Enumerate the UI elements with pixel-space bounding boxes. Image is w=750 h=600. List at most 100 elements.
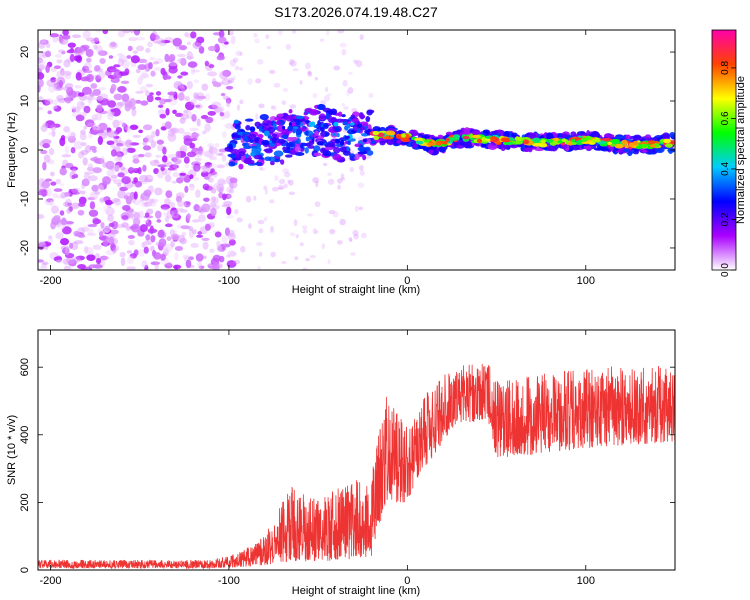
spectrogram-cell [83, 173, 91, 180]
spectrogram-cell [332, 132, 337, 137]
spectrogram-cell [126, 266, 136, 270]
spectrogram-cell [61, 154, 72, 158]
spectrogram-cell [327, 93, 332, 97]
spectrogram-cell [55, 232, 64, 240]
spectrogram-cell [180, 71, 189, 76]
spectrogram-cell [140, 100, 149, 106]
spectrogram-cell [95, 30, 103, 33]
spectrogram-cell [221, 154, 227, 162]
spectrogram-cell [172, 171, 180, 178]
spectrogram-cell [190, 67, 196, 75]
spectrogram-cell [40, 124, 48, 132]
spectrogram-cell [219, 70, 229, 80]
spectrogram-cell [177, 75, 183, 79]
spectrogram-cell [248, 223, 252, 229]
spectrogram-cell [51, 105, 58, 109]
spectrogram-cell [45, 64, 50, 73]
spectrogram-cell [73, 55, 82, 62]
spectrogram-cell [207, 173, 213, 177]
spectrogram-cell [257, 265, 261, 270]
spectrogram-cell [110, 149, 117, 157]
spectrogram-cell [121, 59, 130, 69]
spectrogram-cell [263, 185, 268, 191]
spectrogram-cell [90, 83, 98, 89]
spectrogram-cell [56, 94, 64, 102]
spectrogram-cell [359, 169, 365, 176]
spectrogram-cell [184, 101, 195, 111]
spectrogram-cell [577, 139, 583, 144]
spectrogram-cell [181, 85, 186, 93]
spectrogram-cell [214, 152, 222, 157]
spectrogram-cell [51, 130, 56, 137]
spectrogram-cell [314, 230, 319, 234]
spectrogram-cell [292, 128, 296, 134]
spectrogram-cell [87, 228, 94, 235]
spectrogram-cell [103, 204, 110, 213]
spectrogram-cell [302, 267, 308, 270]
spectrogram-cell [200, 167, 208, 173]
spectrogram-cell [342, 121, 349, 126]
spectrogram-cell [142, 241, 152, 246]
spectrogram-cell [89, 129, 100, 135]
spectrogram-cell [278, 184, 285, 190]
spectrogram-cell [44, 98, 54, 105]
spectrogram-cell [193, 163, 201, 172]
spectrogram-cell [143, 219, 149, 224]
spectrogram-cell [103, 225, 111, 233]
spectrogram-cell [249, 126, 255, 131]
spectrogram-cell [212, 262, 220, 270]
spectrogram-cell [227, 79, 233, 84]
spectrogram-marks [38, 30, 675, 270]
spectrogram-cell [228, 143, 233, 150]
spectrogram-cell [225, 85, 234, 90]
spectrogram-cell [239, 99, 244, 105]
spectrogram-cell [121, 122, 127, 128]
spectrogram-cell [326, 30, 330, 36]
spectrogram-cell [129, 253, 137, 259]
spectrogram-cell [349, 166, 355, 173]
spectrogram-cell [180, 225, 191, 230]
spectrogram-cell [194, 104, 201, 108]
spectrogram-cell [61, 51, 66, 55]
spectrogram-cell [258, 251, 263, 257]
spectrogram-cell [98, 87, 107, 91]
spectrogram-cell [324, 146, 335, 151]
spectrogram-xlabel: Height of straight line (km) [292, 284, 420, 296]
spectrogram-cell [180, 113, 189, 120]
spectrogram-cell [131, 184, 137, 188]
spectrogram-cell [99, 98, 110, 106]
spectrogram-cell [81, 226, 89, 232]
spectrogram-cell [325, 113, 331, 120]
spectrogram-cell [39, 39, 49, 45]
spectrogram-cell [278, 30, 283, 36]
spectrogram-cell [149, 56, 156, 61]
spectrogram-cell [141, 73, 150, 79]
spectrogram-cell [226, 254, 231, 258]
spectrogram-cell [131, 108, 137, 117]
spectrogram-cell [285, 44, 292, 50]
spectrogram-cell [285, 115, 293, 122]
spectrogram-cell [41, 180, 51, 189]
spectrogram-cell [245, 118, 254, 122]
spectrogram-cell [264, 156, 272, 162]
spectrogram-cell [211, 77, 217, 84]
spectrogram-cell [323, 123, 329, 129]
spectrogram-cell [213, 197, 219, 204]
spectrogram-cell [52, 123, 61, 128]
spectrogram-cell [570, 131, 577, 137]
spectrogram-cell [155, 129, 160, 137]
spectrogram-cell [162, 146, 167, 155]
colorbar-tick-label: 0.4 [720, 162, 731, 176]
spectrogram-cell [116, 142, 124, 147]
spectrogram-cell [289, 60, 297, 67]
spectrogram-cell [86, 254, 96, 261]
spectrogram-cell [593, 147, 604, 151]
spectrogram-cell [365, 115, 371, 123]
spectrogram-cell [105, 207, 115, 216]
spectrogram-cell [54, 53, 63, 59]
spectrogram-cell [294, 256, 299, 260]
spectrogram-cell [339, 42, 347, 48]
spectrogram-cell [346, 90, 350, 97]
spectrogram-cell [191, 114, 197, 122]
